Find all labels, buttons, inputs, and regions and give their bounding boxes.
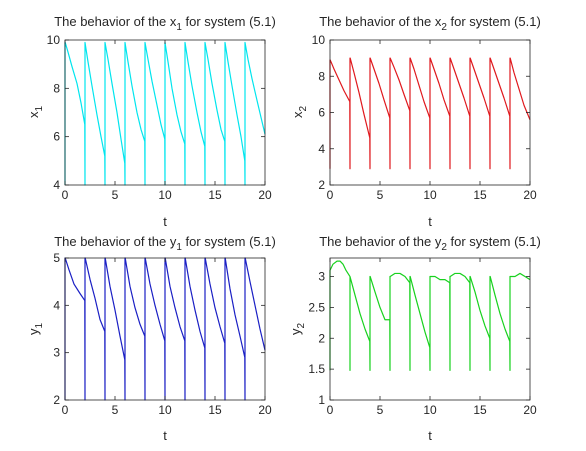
panel-x1: The behavior of the x1 for system (5.1) … bbox=[26, 14, 276, 229]
x-tick-label: 20 bbox=[523, 188, 537, 202]
panel-x2: The behavior of the x2 for system (5.1) … bbox=[290, 14, 541, 229]
plot-area: 0 5 10 15 20 1 1.5 2 2.5 3 bbox=[308, 257, 537, 417]
y-tick-label: 8 bbox=[53, 81, 60, 95]
plot-area: 0 5 10 15 20 4 6 8 10 bbox=[47, 33, 272, 202]
plot-area: 0 5 10 15 20 2 4 6 8 10 bbox=[312, 33, 537, 202]
series-line-0 bbox=[64, 41, 266, 186]
x-tick-label: 15 bbox=[208, 403, 222, 417]
x-tick-label: 10 bbox=[423, 188, 437, 202]
series-line-0 bbox=[329, 260, 531, 371]
y-axis-label: y2 bbox=[288, 323, 307, 336]
y-tick-label: 1 bbox=[318, 393, 325, 407]
x-tick-label: 0 bbox=[62, 403, 69, 417]
y-tick-label: 1.5 bbox=[308, 362, 325, 376]
x-tick-label: 10 bbox=[423, 403, 437, 417]
x-tick-label: 15 bbox=[208, 188, 222, 202]
x-tick-label: 0 bbox=[327, 403, 334, 417]
x-axis-label: t bbox=[428, 214, 432, 229]
y-tick-label: 4 bbox=[53, 298, 60, 312]
x-tick-label: 10 bbox=[158, 403, 172, 417]
x-tick-label: 10 bbox=[158, 188, 172, 202]
y-tick-label: 6 bbox=[53, 130, 60, 144]
x-tick-label: 5 bbox=[377, 403, 384, 417]
chart-title: The behavior of the x2 for system (5.1) bbox=[319, 14, 541, 33]
x-tick-label: 5 bbox=[112, 188, 119, 202]
panel-y1: The behavior of the y1 for system (5.1) … bbox=[26, 234, 276, 443]
y-tick-label: 10 bbox=[47, 33, 61, 47]
panel-y2: The behavior of the y2 for system (5.1) … bbox=[288, 234, 541, 443]
y-axis-label: x1 bbox=[26, 106, 45, 119]
x-axis-label: t bbox=[163, 214, 167, 229]
y-tick-label: 5 bbox=[53, 251, 60, 265]
x-tick-label: 5 bbox=[112, 403, 119, 417]
y-tick-label: 10 bbox=[312, 33, 326, 47]
x-tick-label: 5 bbox=[377, 188, 384, 202]
x-axis-label: t bbox=[163, 428, 167, 443]
x-tick-label: 20 bbox=[258, 188, 272, 202]
y-tick-label: 2.5 bbox=[308, 300, 325, 314]
y-tick-label: 8 bbox=[318, 69, 325, 83]
y-tick-label: 2 bbox=[318, 331, 325, 345]
y-tick-label: 3 bbox=[53, 346, 60, 360]
chart-title: The behavior of the x1 for system (5.1) bbox=[54, 14, 276, 33]
series-line-0 bbox=[329, 57, 531, 170]
x-tick-label: 20 bbox=[258, 403, 272, 417]
x-tick-label: 0 bbox=[327, 188, 334, 202]
y-axis-label: x2 bbox=[290, 106, 309, 119]
y-tick-label: 4 bbox=[53, 178, 60, 192]
y-tick-label: 3 bbox=[318, 270, 325, 284]
x-tick-label: 0 bbox=[62, 188, 69, 202]
x-tick-label: 15 bbox=[473, 403, 487, 417]
y-tick-label: 2 bbox=[53, 393, 60, 407]
chart-title: The behavior of the y2 for system (5.1) bbox=[319, 234, 541, 253]
series-line-0 bbox=[64, 257, 266, 401]
chart-title: The behavior of the y1 for system (5.1) bbox=[54, 234, 276, 253]
x-tick-label: 15 bbox=[473, 188, 487, 202]
plot-area: 0 5 10 15 20 2 3 4 5 bbox=[53, 251, 272, 417]
y-tick-label: 4 bbox=[318, 142, 325, 156]
y-tick-label: 6 bbox=[318, 106, 325, 120]
y-tick-label: 2 bbox=[318, 178, 325, 192]
x-axis-label: t bbox=[428, 428, 432, 443]
y-axis-label: y1 bbox=[26, 323, 45, 336]
x-tick-label: 20 bbox=[523, 403, 537, 417]
